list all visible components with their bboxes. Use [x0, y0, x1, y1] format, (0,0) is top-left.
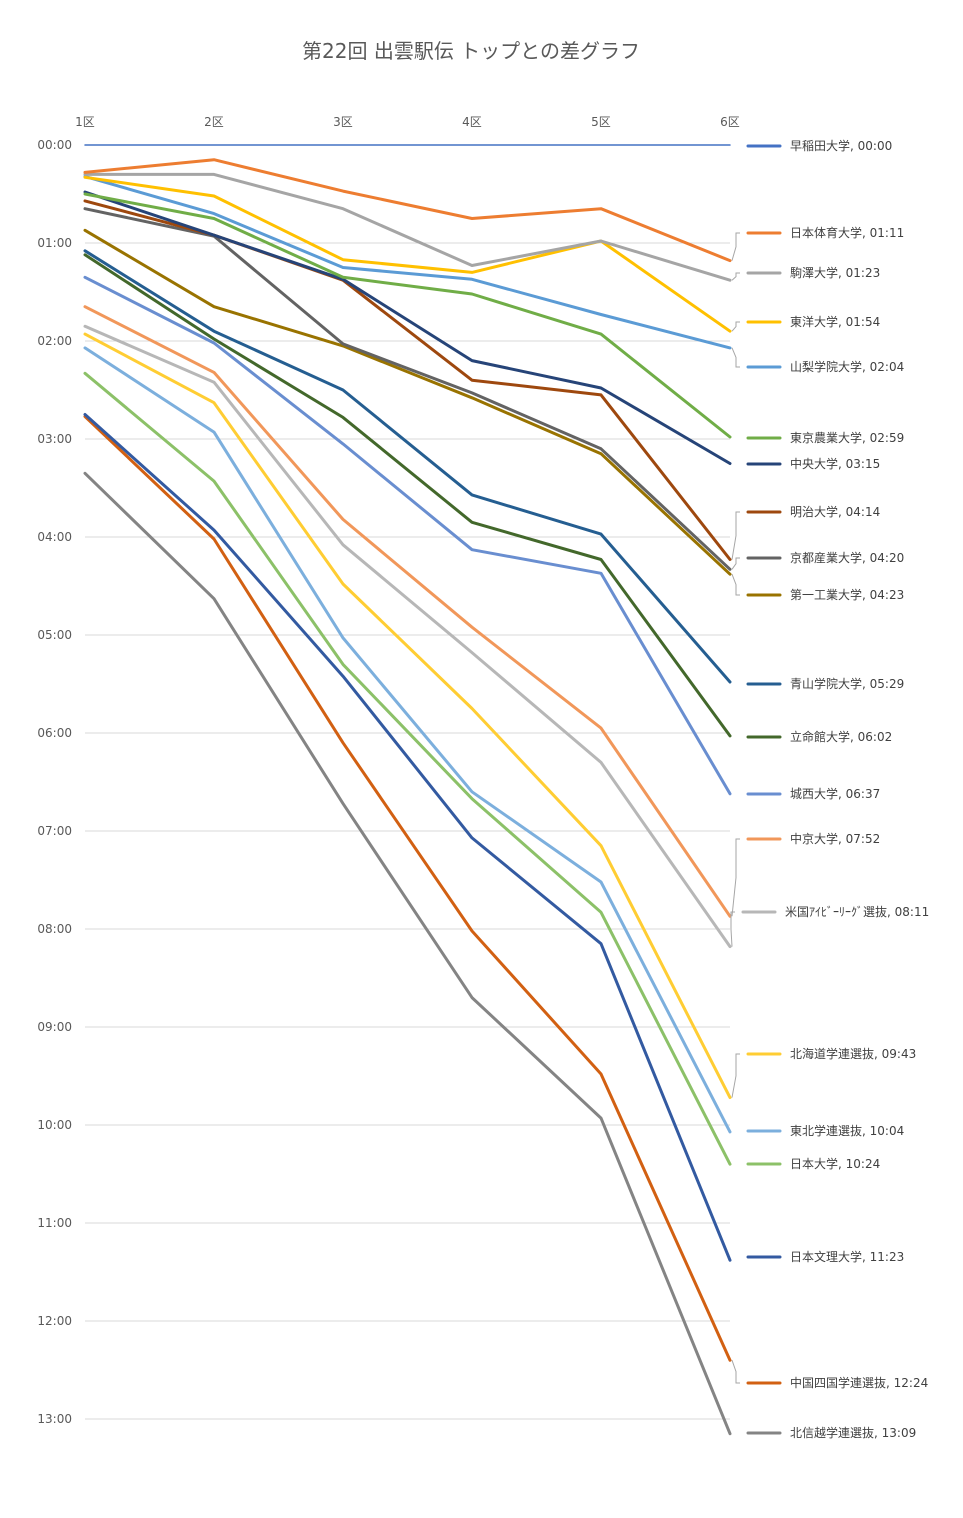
series-end-label: 明治大学, 04:14 — [790, 504, 880, 519]
series-line — [83, 471, 732, 1436]
y-tick-label: 03:00 — [37, 432, 72, 446]
y-tick-label: 04:00 — [37, 530, 72, 544]
y-tick-label: 11:00 — [37, 1216, 72, 1230]
y-tick-label: 08:00 — [37, 922, 72, 936]
end-labels: 早稲田大学, 00:00 日本体育大学, 01:11 駒澤大学, 01:23 東洋大学… — [741, 138, 929, 1440]
y-tick-label: 12:00 — [37, 1314, 72, 1328]
x-tick-label: 2区 — [204, 115, 224, 129]
x-tick-label: 6区 — [720, 115, 740, 129]
x-tick-label: 3区 — [333, 115, 353, 129]
series-end-label: 東北学連選抜, 10:04 — [790, 1123, 904, 1138]
series-end-label: 日本体育大学, 01:11 — [790, 225, 904, 240]
y-tick-label: 07:00 — [37, 824, 72, 838]
label-leader-line — [731, 574, 740, 596]
series-line — [83, 332, 732, 1100]
series-line — [83, 275, 732, 796]
y-tick-label: 13:00 — [37, 1412, 72, 1426]
y-tick-label: 10:00 — [37, 1118, 72, 1132]
series-line — [83, 324, 732, 949]
series-end-label: 日本大学, 10:24 — [790, 1156, 880, 1171]
series-end-label: 中国四国学連選抜, 12:24 — [790, 1375, 928, 1390]
series-end-label: 東洋大学, 01:54 — [790, 314, 880, 329]
label-leader-line — [730, 911, 735, 947]
series-line — [83, 415, 732, 1362]
series-end-label: 城西大学, 06:37 — [790, 786, 880, 801]
series-line — [83, 199, 732, 561]
y-tick-label: 09:00 — [37, 1020, 72, 1034]
x-tick-label: 4区 — [462, 115, 482, 129]
series-line — [83, 346, 732, 1134]
x-tick-label: 5区 — [591, 115, 611, 129]
series-end-label: 駒澤大学, 01:23 — [790, 265, 880, 280]
label-leaders — [730, 232, 740, 1384]
series-line — [83, 207, 732, 571]
series-end-label: 米国ｱｲﾋﾞｰﾘｰｸﾞ選抜, 08:11 — [785, 905, 929, 919]
series-line — [83, 413, 732, 1262]
series-line — [83, 371, 732, 1166]
series-end-label: 日本文理大学, 11:23 — [790, 1249, 904, 1264]
series-end-label: 第一工業大学, 04:23 — [790, 587, 904, 602]
series-end-label: 中京大学, 07:52 — [790, 831, 880, 846]
label-leader-line — [731, 1360, 740, 1384]
x-axis-ticks: 1区 2区 3区 4区 5区 6区 — [75, 115, 740, 129]
chart-title: 第22回 出雲駅伝 トップとの差グラフ — [302, 39, 640, 63]
y-tick-label: 01:00 — [37, 236, 72, 250]
y-axis-ticks: 00:00 01:00 02:00 03:00 04:00 05:00 06:00 07:00… — [37, 138, 72, 1426]
y-tick-label: 02:00 — [37, 334, 72, 348]
series-line — [83, 172, 732, 282]
series-line — [83, 190, 732, 465]
series-line — [83, 175, 732, 333]
y-tick-label: 00:00 — [37, 138, 72, 152]
label-leader-line — [731, 272, 740, 281]
series-end-label: 東京農業大学, 02:59 — [790, 430, 904, 445]
series-end-label: 京都産業大学, 04:20 — [790, 550, 904, 565]
series-line — [83, 253, 732, 738]
label-leader-line — [731, 347, 740, 368]
series-lines — [83, 144, 732, 1436]
series-line — [83, 192, 732, 439]
series-end-label: 北海道学連選抜, 09:43 — [790, 1046, 916, 1061]
y-tick-label: 06:00 — [37, 726, 72, 740]
gridlines — [85, 242, 730, 1420]
label-leader-line — [731, 557, 740, 570]
series-end-label: 山梨学院大学, 02:04 — [790, 359, 904, 374]
series-line — [83, 305, 732, 918]
series-line — [83, 158, 732, 263]
y-tick-label: 05:00 — [37, 628, 72, 642]
label-leader-line — [731, 511, 740, 560]
label-leader-line — [731, 232, 740, 261]
series-line — [83, 228, 732, 576]
series-end-label: 中央大学, 03:15 — [790, 456, 880, 471]
label-leader-line — [731, 1053, 740, 1098]
label-leader-line — [731, 838, 740, 917]
series-end-label: 立命館大学, 06:02 — [790, 729, 892, 744]
series-line — [83, 249, 732, 684]
series-end-label: 北信越学連選抜, 13:09 — [790, 1425, 916, 1440]
x-tick-label: 1区 — [75, 115, 95, 129]
series-line — [83, 174, 732, 350]
label-leader-line — [731, 321, 740, 332]
series-end-label: 早稲田大学, 00:00 — [790, 138, 892, 153]
series-end-label: 青山学院大学, 05:29 — [790, 676, 904, 691]
